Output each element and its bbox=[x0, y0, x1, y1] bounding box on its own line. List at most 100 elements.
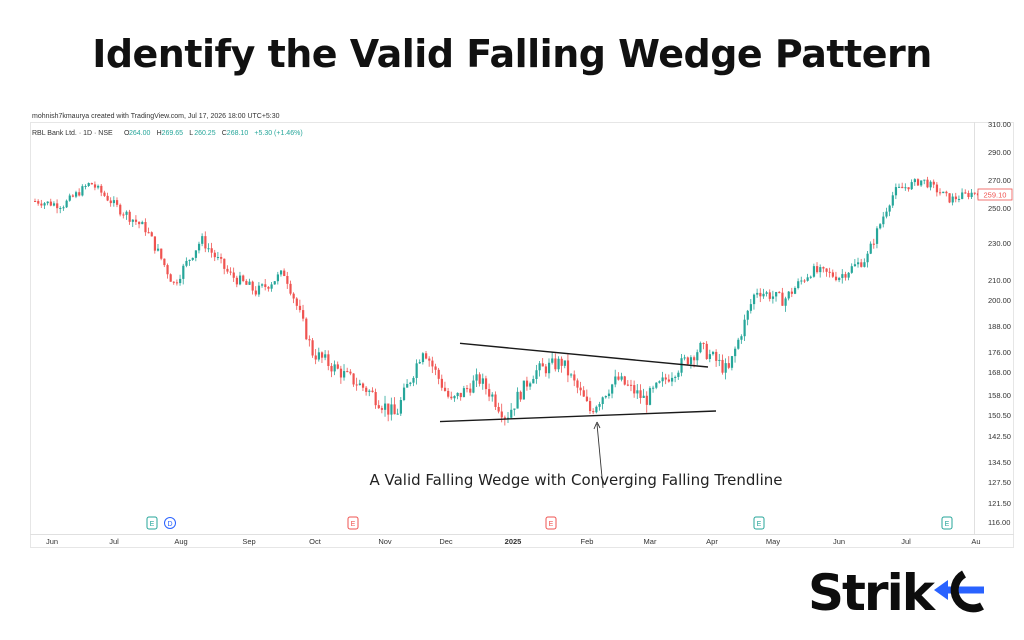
candle bbox=[822, 266, 825, 273]
candle bbox=[210, 242, 213, 258]
candle bbox=[286, 271, 289, 289]
candle bbox=[456, 392, 459, 400]
candle bbox=[617, 372, 620, 381]
candle bbox=[65, 199, 68, 209]
candle bbox=[573, 370, 576, 387]
candle bbox=[365, 386, 368, 396]
candle bbox=[614, 369, 617, 388]
candle bbox=[759, 288, 762, 303]
candle bbox=[459, 392, 462, 401]
candle bbox=[756, 288, 759, 298]
candle bbox=[601, 396, 604, 410]
svg-text:E: E bbox=[351, 521, 356, 528]
price-tick-label: 210.00 bbox=[988, 276, 1011, 285]
ohlc-key: O bbox=[124, 130, 130, 137]
price-tick-label: 134.50 bbox=[988, 458, 1011, 467]
candle bbox=[478, 372, 481, 387]
candle bbox=[166, 263, 169, 279]
time-axis[interactable]: Jun Jul Aug Sep Oct Nov Dec 2025 Feb Mar Apr May Jun… bbox=[46, 537, 981, 546]
candle bbox=[636, 384, 639, 399]
price-axis[interactable]: 310.00 290.00 270.00 250.00 230.00 210.00 200.… bbox=[988, 120, 1011, 527]
candle bbox=[595, 405, 598, 414]
earnings-icon[interactable]: E bbox=[146, 516, 158, 530]
candle bbox=[607, 389, 611, 399]
candle bbox=[453, 395, 456, 402]
earnings-icon[interactable]: E bbox=[941, 516, 953, 530]
candle bbox=[207, 243, 210, 253]
candle bbox=[793, 286, 797, 295]
candle bbox=[443, 381, 447, 392]
candle bbox=[844, 271, 847, 281]
candles-layer bbox=[34, 176, 980, 426]
candle bbox=[188, 259, 191, 266]
earnings-icon[interactable]: E bbox=[753, 516, 765, 530]
candle bbox=[232, 267, 235, 282]
candle bbox=[727, 356, 730, 370]
candle bbox=[566, 354, 570, 383]
candle bbox=[711, 350, 715, 356]
earnings-icon[interactable]: E bbox=[545, 516, 557, 530]
svg-text:E: E bbox=[150, 521, 155, 528]
candle bbox=[746, 309, 749, 326]
candle bbox=[771, 290, 775, 304]
candle bbox=[115, 197, 119, 208]
pattern-annotation: A Valid Falling Wedge with Converging Fa… bbox=[369, 471, 782, 489]
candle bbox=[415, 359, 418, 385]
candle bbox=[853, 259, 857, 267]
candle bbox=[349, 369, 352, 376]
strike-wordmark: Strik bbox=[808, 564, 984, 622]
candle bbox=[248, 278, 251, 286]
candle bbox=[967, 190, 970, 200]
candle bbox=[708, 349, 712, 363]
candle bbox=[516, 387, 519, 409]
candle bbox=[201, 233, 204, 247]
candle bbox=[623, 375, 626, 386]
candle bbox=[440, 374, 443, 391]
earnings-icon[interactable]: E bbox=[347, 516, 359, 530]
candle bbox=[169, 273, 172, 282]
candle bbox=[674, 375, 677, 383]
candle bbox=[942, 191, 945, 194]
candle bbox=[261, 283, 264, 288]
symbol-label: RBL Bank Ltd. · 1D · NSE bbox=[32, 130, 113, 137]
candle bbox=[412, 376, 415, 387]
candle bbox=[191, 257, 194, 261]
candle bbox=[705, 341, 708, 360]
candle bbox=[762, 288, 765, 299]
candle bbox=[242, 274, 245, 283]
price-chart[interactable]: mohnish7kmaurya created with TradingView… bbox=[30, 110, 1014, 550]
candle bbox=[670, 372, 674, 387]
candle bbox=[803, 279, 806, 284]
candle bbox=[529, 381, 532, 390]
candle bbox=[560, 356, 563, 373]
candle bbox=[302, 304, 305, 322]
candle bbox=[352, 373, 355, 387]
candle bbox=[891, 191, 894, 208]
ohlc-value: 268.10 bbox=[227, 130, 249, 137]
candle bbox=[825, 268, 828, 277]
time-tick-label: Aug bbox=[174, 537, 187, 546]
candle bbox=[576, 378, 579, 394]
candle bbox=[642, 388, 645, 399]
candle bbox=[920, 180, 923, 187]
candle bbox=[898, 183, 901, 189]
time-tick-label: Feb bbox=[581, 537, 594, 546]
candle bbox=[488, 383, 491, 402]
candle bbox=[598, 401, 601, 411]
candle bbox=[125, 210, 128, 220]
candle bbox=[797, 278, 800, 290]
candle bbox=[97, 184, 100, 190]
candle bbox=[156, 243, 160, 252]
ohlc-value: 260.25 bbox=[194, 130, 216, 137]
candle bbox=[131, 219, 134, 228]
price-tick-label: 116.00 bbox=[988, 518, 1010, 527]
time-tick-label: Jun bbox=[833, 537, 845, 546]
trendlines-layer bbox=[439, 342, 717, 423]
candle bbox=[204, 231, 207, 253]
chart-panel[interactable]: mohnish7kmaurya created with TradingView… bbox=[30, 110, 1014, 550]
candle bbox=[721, 354, 724, 375]
candle bbox=[740, 334, 743, 344]
ohlc-value: 264.00 bbox=[129, 130, 151, 137]
dividend-icon[interactable]: D bbox=[164, 517, 176, 529]
